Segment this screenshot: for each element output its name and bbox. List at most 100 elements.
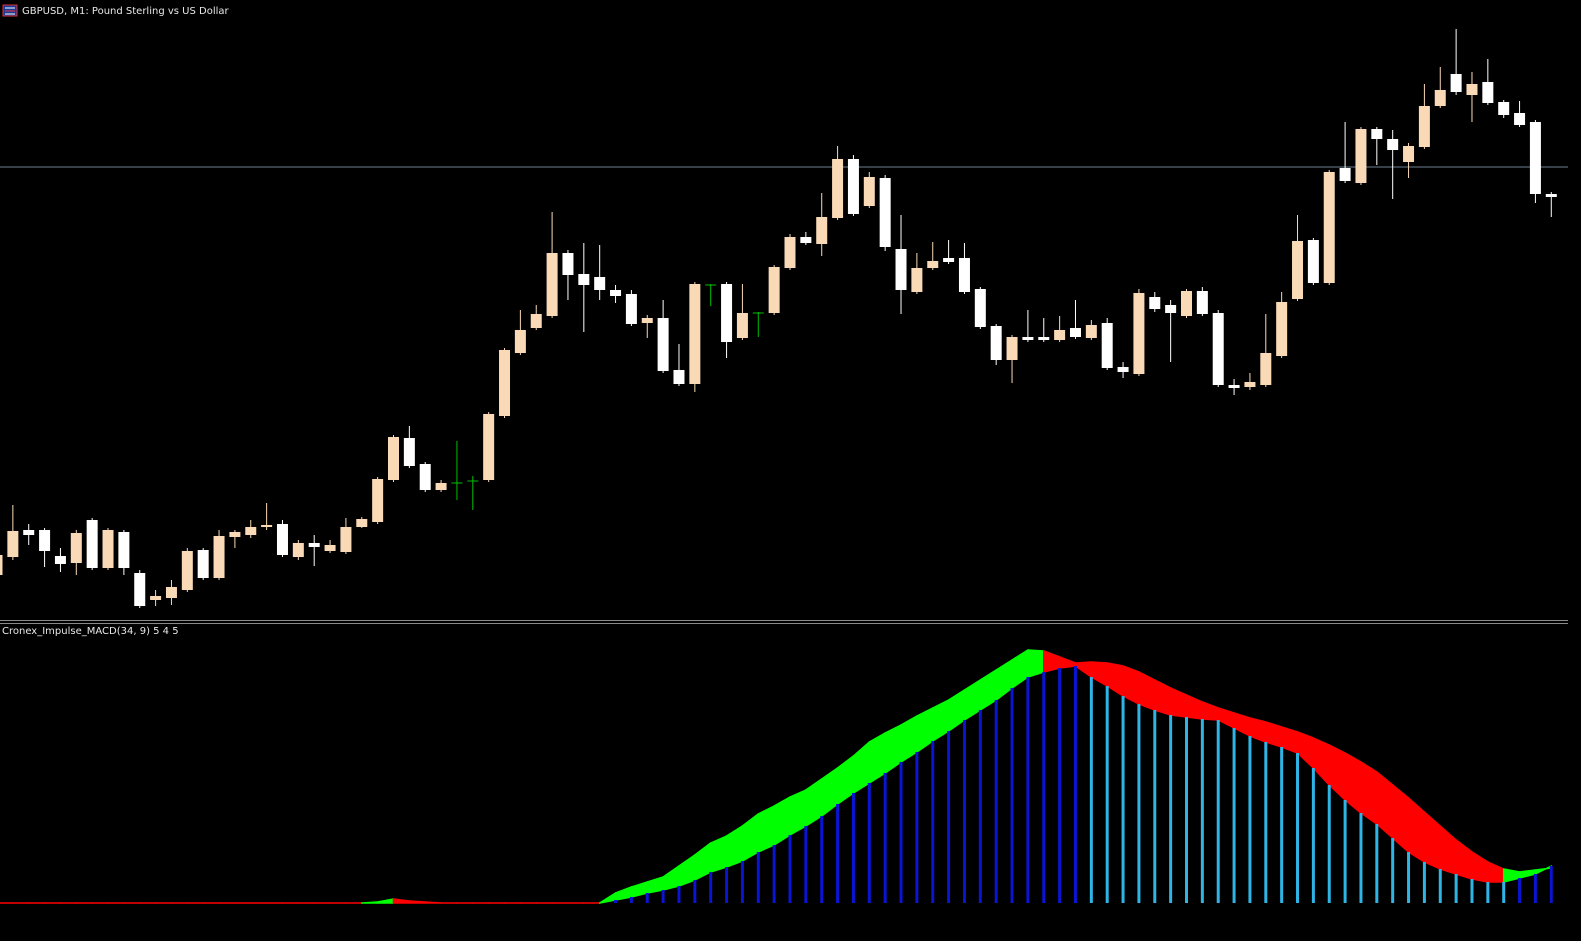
symbol-icon xyxy=(2,4,18,17)
candle-body xyxy=(594,277,606,290)
candle-body xyxy=(197,550,209,578)
candle-body xyxy=(229,532,241,537)
candle-body xyxy=(895,249,907,290)
signal-fill xyxy=(1360,761,1378,825)
indicator-panel xyxy=(0,649,1553,904)
candle-body xyxy=(1196,291,1208,314)
candle-body xyxy=(1069,328,1081,337)
candle-body xyxy=(1355,129,1367,183)
candle-body xyxy=(990,326,1002,360)
candle-body xyxy=(958,258,970,292)
candle-body xyxy=(784,237,796,268)
signal-fill xyxy=(1027,649,1045,678)
candle-body xyxy=(1403,146,1415,162)
candle-body xyxy=(927,261,939,268)
price-panel xyxy=(0,29,1568,608)
candle-body xyxy=(118,532,130,568)
candle-body xyxy=(39,530,51,551)
candle-body xyxy=(1545,194,1557,197)
candle-body xyxy=(1418,106,1430,147)
candle-body xyxy=(1434,90,1446,106)
candle-body xyxy=(943,258,955,262)
candle-body xyxy=(403,438,415,466)
candle-body xyxy=(1323,172,1335,283)
candle-body xyxy=(181,551,193,590)
candle-body xyxy=(911,268,923,292)
candle-body xyxy=(1165,305,1177,313)
candle-body xyxy=(340,527,352,552)
candle-body xyxy=(1387,139,1399,150)
chart-title: GBPUSD, M1: Pound Sterling vs US Dollar xyxy=(22,6,230,17)
candle-body xyxy=(292,543,304,557)
candle-body xyxy=(1117,367,1129,372)
candle-body xyxy=(1022,337,1034,340)
candle-body xyxy=(86,520,98,568)
candle-body xyxy=(7,531,19,557)
candle-body xyxy=(610,290,622,296)
candle-body xyxy=(483,414,495,480)
candle-body xyxy=(974,289,986,327)
signal-fill xyxy=(709,835,728,873)
candle-body xyxy=(847,159,859,214)
candle-body xyxy=(1466,84,1478,95)
candle-body xyxy=(1038,337,1050,340)
candle-body xyxy=(245,527,257,535)
candle-body xyxy=(70,533,82,563)
candle-body xyxy=(879,178,891,247)
candle-body xyxy=(1006,337,1018,360)
candle-body xyxy=(1244,382,1256,387)
candle-body xyxy=(1371,129,1383,139)
indicator-title: Cronex_Impulse_MACD(34, 9) 5 4 5 xyxy=(2,626,179,637)
candle-body xyxy=(1529,122,1541,194)
candle-body xyxy=(276,524,288,555)
candle-body xyxy=(1514,113,1526,125)
candle-body xyxy=(435,483,447,490)
signal-fill xyxy=(757,805,775,853)
candle-body xyxy=(23,530,35,535)
candle-body xyxy=(1482,82,1494,103)
signal-fill xyxy=(361,901,379,904)
candle-body xyxy=(1133,293,1145,374)
candle-body xyxy=(578,274,590,285)
candle-body xyxy=(1307,240,1319,283)
candle-body xyxy=(1276,302,1288,356)
candle-body xyxy=(768,267,780,313)
candle-body xyxy=(1292,241,1304,299)
candle-body xyxy=(1181,291,1192,316)
candle-body xyxy=(816,217,828,244)
candle-body xyxy=(1228,385,1240,388)
candle-body xyxy=(261,525,273,527)
candle-body xyxy=(0,555,3,575)
candle-body xyxy=(657,318,669,371)
candle-body xyxy=(1101,323,1113,368)
candle-body xyxy=(721,284,733,342)
candle-body xyxy=(165,587,177,598)
candle-body xyxy=(736,313,748,338)
candle-body xyxy=(1498,102,1510,115)
candle-body xyxy=(324,545,336,551)
candle-body xyxy=(1054,330,1066,340)
candle-body xyxy=(54,556,66,564)
candle-body xyxy=(102,530,114,568)
candle-body xyxy=(372,479,384,522)
candle-body xyxy=(356,519,368,527)
candle-body xyxy=(499,350,511,416)
candle-body xyxy=(1085,325,1097,338)
candle-body xyxy=(641,318,653,323)
candle-body xyxy=(625,294,637,324)
signal-fill xyxy=(408,900,426,904)
candle-body xyxy=(1260,353,1272,385)
candle-body xyxy=(863,177,875,206)
candle-body xyxy=(1450,74,1462,92)
signal-fill xyxy=(424,901,442,904)
candle-body xyxy=(1212,313,1224,385)
candle-body xyxy=(546,253,558,316)
candle-body xyxy=(308,543,320,547)
candle-body xyxy=(1149,297,1161,309)
candle-body xyxy=(530,314,542,328)
candle-body xyxy=(832,159,844,218)
candle-body xyxy=(800,237,812,243)
